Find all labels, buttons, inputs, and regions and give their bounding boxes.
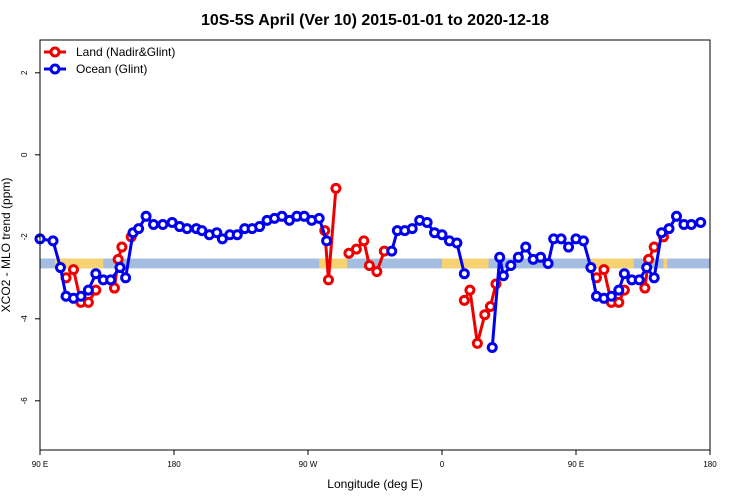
ocean-series-point (505, 260, 517, 271)
ocean-series-point (494, 251, 506, 263)
y-tick-label: -6 (20, 397, 29, 405)
ocean-series-point (618, 268, 630, 280)
legend-land-label: Land (Nadir&Glint) (76, 45, 175, 59)
y-tick-label: -4 (20, 315, 29, 323)
ocean-series-point (157, 219, 169, 230)
ocean-series-point (613, 284, 625, 296)
reference-band-land (319, 258, 348, 269)
land-series-point (648, 241, 660, 253)
ocean-series-point (114, 262, 126, 274)
ocean-series-point (321, 235, 333, 247)
x-tick-label: 90 W (299, 460, 318, 469)
ocean-series-point (90, 268, 102, 280)
ocean-series-point (585, 262, 597, 274)
ocean-series-point (685, 219, 697, 230)
reference-band (40, 258, 710, 269)
reference-band-ocean (40, 258, 710, 269)
land-series-point (350, 243, 362, 255)
land-series-point (358, 235, 370, 247)
ocean-series-point (555, 233, 567, 245)
x-tick-label: 0 (440, 460, 445, 469)
ocean-series-point (75, 290, 87, 302)
y-tick-label: 2 (20, 70, 29, 75)
y-axis-label: XCO2 - MLO trend (ppm) (0, 178, 13, 313)
ocean-series-point (140, 210, 152, 222)
land-series-point (464, 284, 476, 296)
land-series-point (330, 182, 342, 194)
ocean-series-point (451, 237, 463, 249)
chart-title: 10S-5S April (Ver 10) 2015-01-01 to 2020… (201, 12, 549, 29)
reference-band-land (590, 258, 634, 269)
land-series-point (82, 296, 94, 308)
axes: 90 E 180 90 W 0 90 E 180 2 0 -2 -4 -6 (20, 70, 717, 469)
land-series-point (371, 266, 383, 278)
ocean-series-point (671, 210, 682, 222)
land-series-point (108, 282, 120, 294)
ocean-series-point (458, 268, 470, 280)
ocean-series-point (120, 272, 132, 284)
ocean-series-point (54, 262, 66, 274)
ocean-series-point (486, 342, 498, 353)
land-series-point (598, 264, 610, 276)
ocean-series-point (512, 251, 524, 263)
land-series-point (479, 309, 491, 321)
series-layer (34, 182, 707, 353)
x-axis-label: Longitude (deg E) (327, 477, 422, 491)
land-series-point (458, 294, 470, 306)
ocean-series-point (577, 235, 589, 247)
legend: Land (Nadir&Glint) Ocean (Glint) (44, 45, 175, 76)
land-series-point (613, 296, 625, 308)
land-series-point (363, 260, 375, 271)
ocean-series-point (181, 223, 193, 235)
ocean-series-point (386, 245, 398, 257)
ocean-series-point (148, 219, 160, 230)
land-series-point (471, 337, 483, 349)
ocean-series-point (520, 241, 532, 253)
land-series-point (116, 241, 128, 253)
ocean-series-point (605, 290, 617, 302)
x-tick-label: 90 E (568, 460, 584, 469)
y-tick-label: -2 (20, 233, 29, 241)
ocean-series-point (231, 229, 243, 241)
legend-ocean-marker (49, 63, 61, 75)
plot-frame (39, 39, 711, 451)
ocean-series-point (421, 216, 433, 228)
land-series-point (322, 274, 334, 286)
land-series-point (639, 282, 651, 294)
ocean-series-point (497, 270, 509, 282)
ocean-series-point (406, 223, 418, 235)
reference-band-land (54, 258, 104, 269)
ocean-series-point (105, 274, 117, 286)
ocean-series-point (542, 257, 554, 269)
ocean-series-point (633, 274, 645, 286)
ocean-series-point (82, 284, 94, 296)
ocean-series-point (641, 262, 653, 274)
land-series-point (484, 301, 496, 312)
ocean-series-point (133, 223, 145, 235)
legend-ocean-label: Ocean (Glint) (76, 62, 147, 76)
land-series-point (68, 264, 79, 276)
x-tick-label: 90 E (32, 460, 48, 469)
ocean-series-point (254, 221, 266, 233)
ocean-series-point (535, 251, 547, 263)
x-tick-label: 180 (703, 460, 717, 469)
ocean-series-point (563, 241, 575, 253)
y-tick-label: 0 (20, 152, 29, 157)
ocean-series-point (663, 223, 675, 235)
ocean-series-point (47, 235, 59, 247)
ocean-series-point (436, 229, 448, 241)
ocean-series-point (313, 212, 325, 224)
reference-band-land (442, 258, 489, 269)
ocean-series-point (648, 272, 660, 284)
ocean-series-point (695, 216, 707, 228)
x-tick-label: 180 (167, 460, 181, 469)
legend-land-marker (49, 46, 61, 58)
reference-band-land (663, 258, 668, 269)
